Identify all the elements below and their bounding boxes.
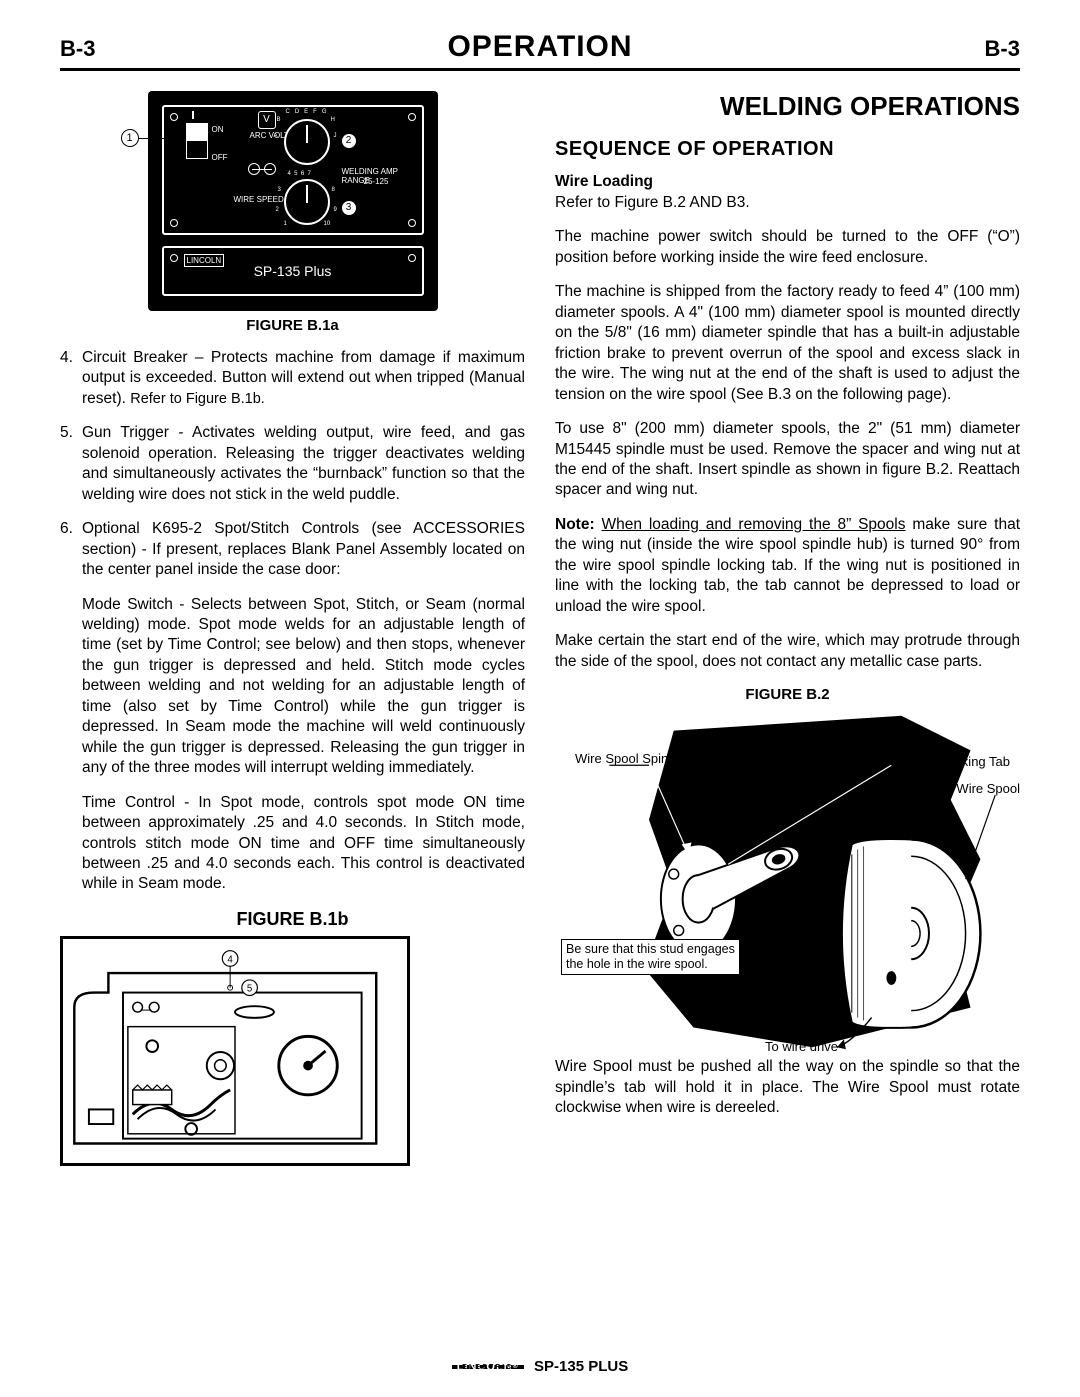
left-column: ON OFF V ARC VOLTS WIRE SPEED WELDING AM: [60, 91, 525, 1166]
page-num-left: B-3: [60, 36, 95, 62]
welding-ops-heading: WELDING OPERATIONS: [555, 91, 1020, 122]
off-label: OFF: [212, 153, 228, 162]
svg-text:5: 5: [247, 983, 252, 994]
page-num-right: B-3: [985, 36, 1020, 62]
figure-b2: Wire Spool Spindle Locking Tab 8” Wire S…: [555, 709, 1020, 1059]
fig-b2-label-tab: Locking Tab: [941, 754, 1010, 769]
wire-loading-heading: Wire Loading: [555, 173, 1020, 191]
fig-b2-label-stud: Be sure that this stud engagesthe hole i…: [561, 939, 740, 975]
footer-model: SP-135 PLUS: [534, 1358, 628, 1375]
fig-b2-label-spool: 8” Wire Spool: [941, 781, 1020, 796]
callout-1: 1: [121, 129, 139, 147]
sequence-heading: SEQUENCE OF OPERATION: [555, 138, 1020, 161]
page-header: B-3 OPERATION B-3: [60, 30, 1020, 71]
figure-b1b-caption: FIGURE B.1b: [60, 909, 525, 930]
left-body: 4. Circuit Breaker – Protects machine fr…: [60, 348, 525, 895]
figure-b1a-panel: ON OFF V ARC VOLTS WIRE SPEED WELDING AM: [148, 91, 438, 311]
fig-b2-label-spindle: Wire Spool Spindle: [575, 751, 686, 766]
rangeval-label: 25-125: [364, 177, 389, 186]
wirespeed-label: WIRE SPEED: [234, 195, 284, 204]
on-label: ON: [212, 125, 224, 134]
figure-b2-caption: FIGURE B.2: [555, 686, 1020, 703]
callout-3: 3: [342, 201, 356, 215]
fig-a-product: SP-135 Plus: [254, 263, 332, 279]
right-column: WELDING OPERATIONS SEQUENCE OF OPERATION…: [555, 91, 1020, 1166]
page-footer: LINCOLN® ELECTRIC SP-135 PLUS: [0, 1358, 1080, 1375]
figure-b1b: 4 5: [60, 936, 410, 1166]
fig-b2-label-drive: To wire drive: [765, 1039, 838, 1054]
lincoln-logo: LINCOLN® ELECTRIC: [452, 1365, 524, 1369]
callout-2: 2: [342, 134, 356, 148]
page-title: OPERATION: [447, 30, 632, 64]
svg-text:4: 4: [227, 954, 233, 965]
figure-b1a-caption: FIGURE B.1a: [60, 317, 525, 334]
